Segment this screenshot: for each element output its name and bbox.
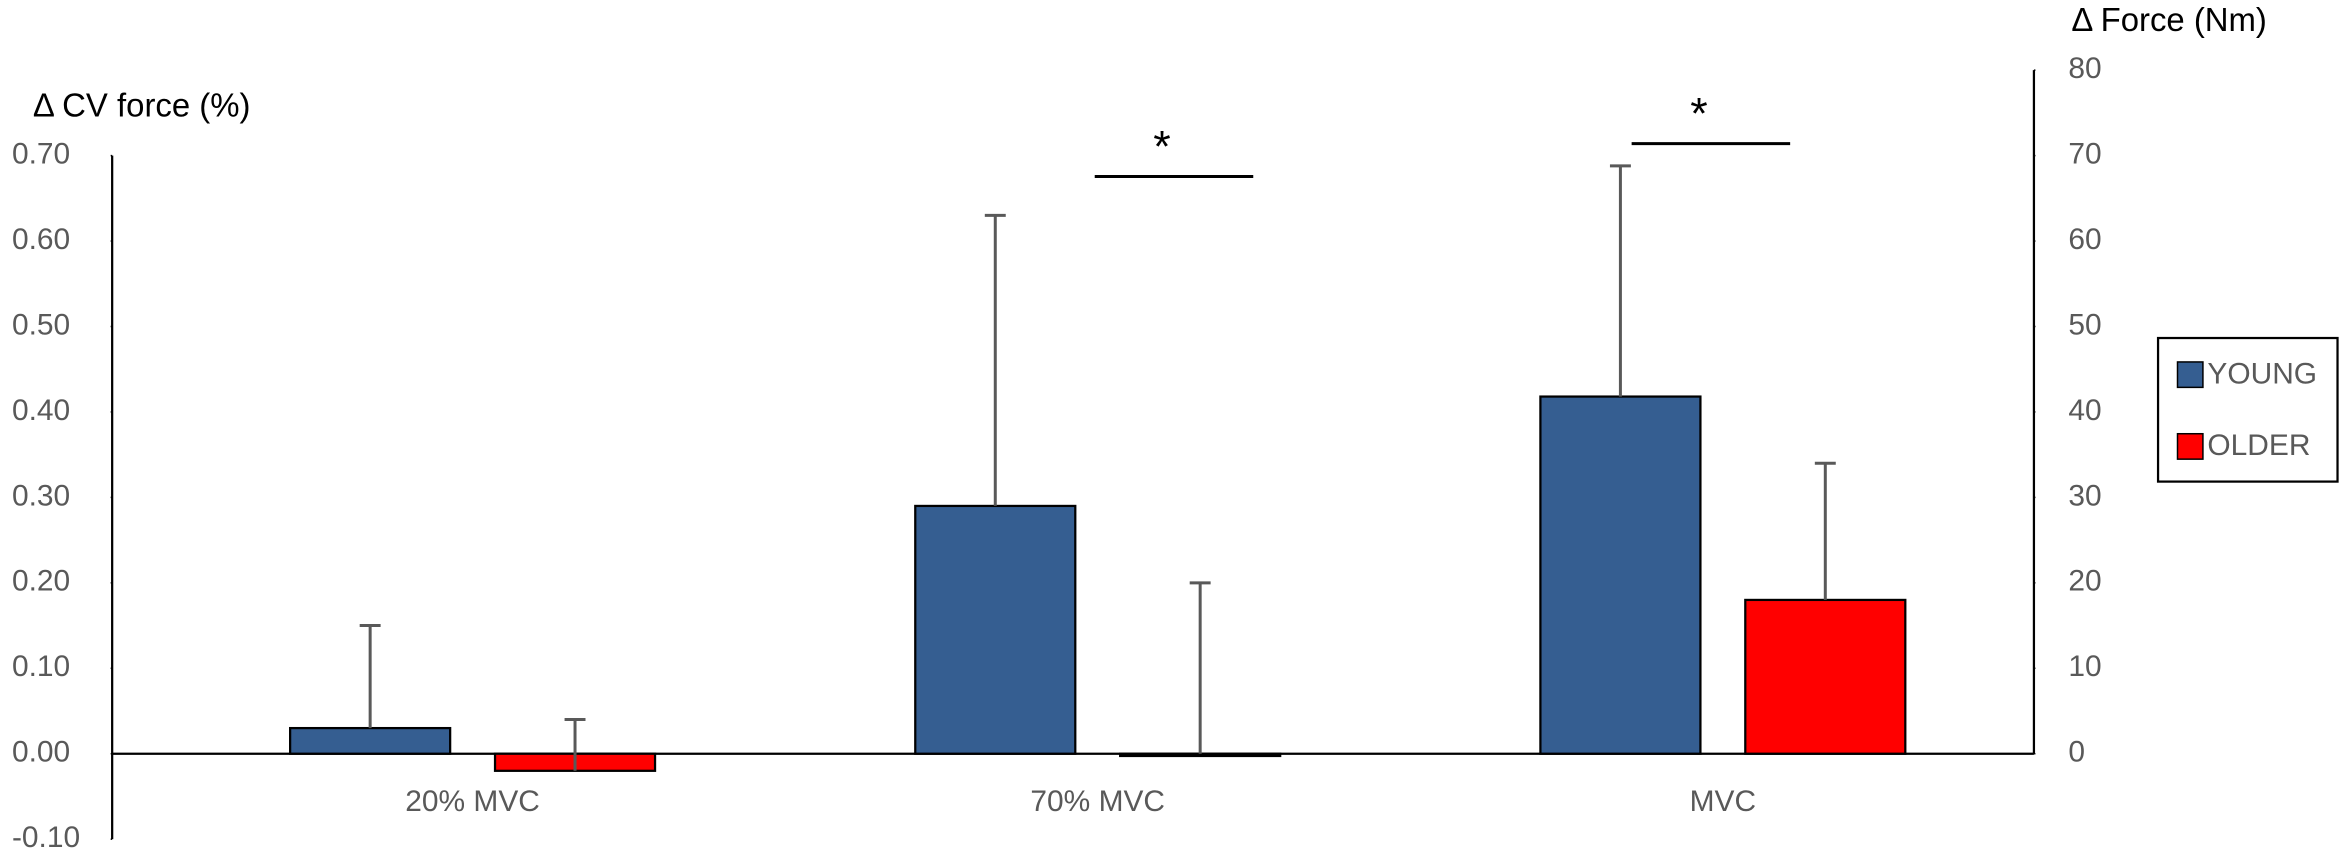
y-tick-label: 0.70 (12, 138, 70, 171)
y2-tick-label: 10 (2068, 650, 2101, 683)
legend-swatch (2176, 432, 2204, 460)
y-axis-title: Δ CV force (%) (33, 86, 251, 123)
y2-tick-label: 60 (2068, 223, 2101, 256)
y-tick-label: 0.40 (12, 394, 70, 427)
y-tick-label: 0.10 (12, 650, 70, 683)
y-tick-label: -0.10 (12, 821, 80, 854)
y2-tick-label: 0 (2068, 736, 2085, 769)
y2-tick-label: 50 (2068, 308, 2101, 341)
significance-star: * (1690, 88, 1707, 139)
y-tick-label: 0.00 (12, 736, 70, 769)
y-tick-label: 0.30 (12, 479, 70, 512)
legend-label: YOUNG (2207, 357, 2317, 390)
legend-swatch (2176, 361, 2204, 389)
y2-tick-label: 40 (2068, 394, 2101, 427)
x-tick-label: 20% MVC (405, 785, 540, 818)
y-tick-label: 0.60 (12, 223, 70, 256)
y2-axis-title: Δ Force (Nm) (2071, 1, 2267, 38)
y2-tick-label: 70 (2068, 138, 2101, 171)
x-tick-label: 70% MVC (1030, 785, 1165, 818)
legend-label: OLDER (2207, 429, 2310, 462)
bar (914, 504, 1077, 755)
significance-star: * (1153, 120, 1170, 171)
bar (1539, 395, 1702, 755)
y-tick-label: 0.50 (12, 308, 70, 341)
bar (1119, 752, 1282, 758)
x-tick-label: MVC (1690, 785, 1756, 818)
bar (289, 726, 452, 755)
y2-tick-label: 20 (2068, 565, 2101, 598)
y2-tick-label: 80 (2068, 52, 2101, 85)
y-tick-label: 0.20 (12, 565, 70, 598)
bar (1744, 598, 1907, 755)
y2-tick-label: 30 (2068, 479, 2101, 512)
